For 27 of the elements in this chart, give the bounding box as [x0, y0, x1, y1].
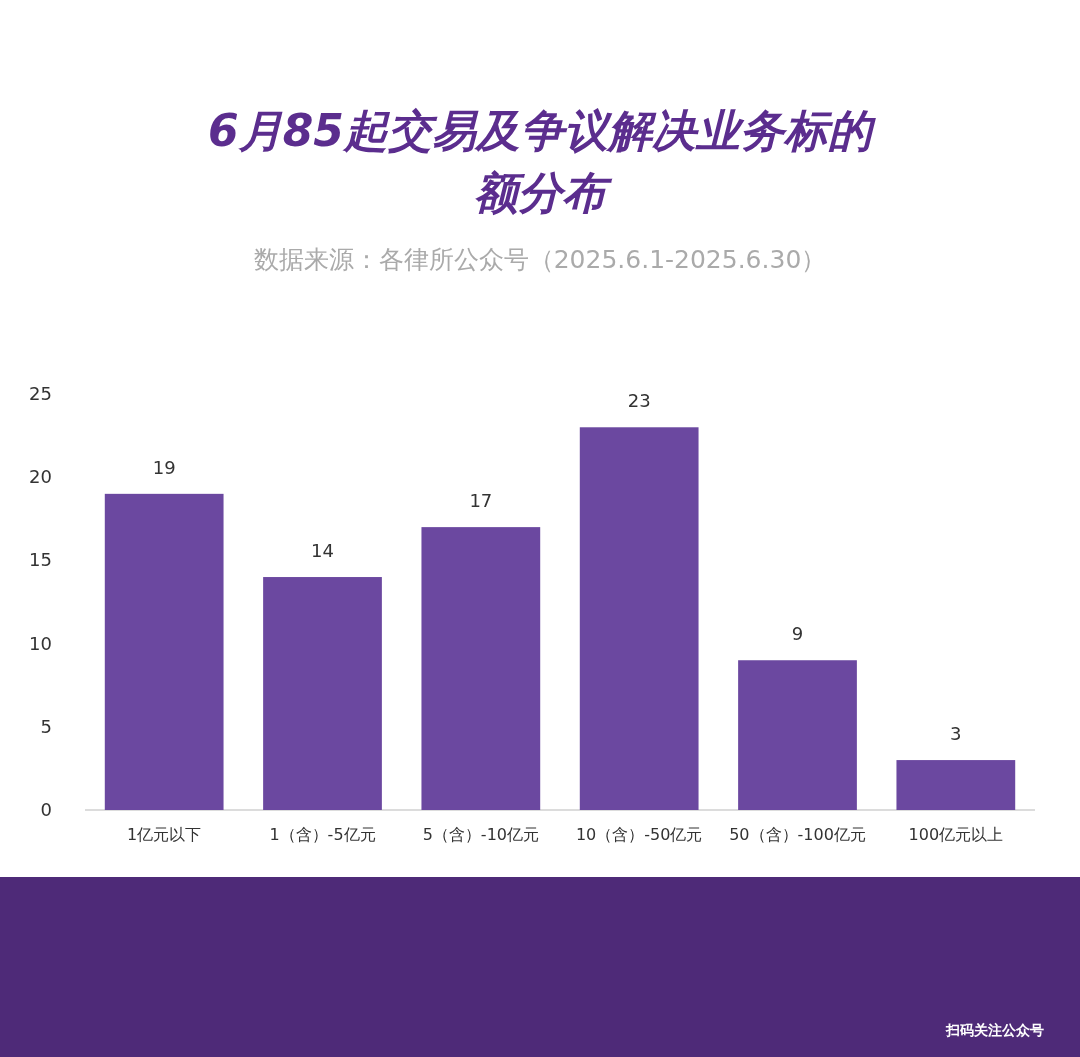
chart-title: 6月85起交易及争议解决业务标的额分布 — [207, 104, 877, 220]
data-label: 3 — [950, 723, 962, 745]
y-tick-label: 15 — [29, 549, 52, 571]
x-tick-label: 1（含）-5亿元 — [269, 825, 376, 844]
data-label: 9 — [791, 623, 804, 645]
bar — [738, 660, 857, 810]
x-tick-label: 5（含）-10亿元 — [422, 825, 539, 844]
y-tick-label: 5 — [40, 715, 52, 737]
data-label: 14 — [311, 540, 334, 562]
bar — [896, 760, 1016, 810]
data-label: 19 — [152, 456, 176, 478]
chart-subtitle: 数据来源：各律所公众号（2025.6.1-2025.6.30） — [252, 244, 828, 276]
data-label: 23 — [627, 390, 651, 412]
x-tick-label: 1亿元以下 — [127, 825, 202, 844]
y-tick-label: 0 — [40, 799, 52, 820]
y-tick-label: 20 — [29, 466, 52, 488]
x-tick-label: 100亿元以上 — [908, 825, 1004, 844]
text: 扫码关注公众号 — [944, 1022, 1045, 1040]
x-tick-label: 10（含）-50亿元 — [575, 825, 703, 844]
bar — [579, 427, 699, 810]
y-tick-label: 25 — [29, 383, 52, 404]
bar — [421, 527, 541, 810]
bar — [263, 577, 382, 810]
x-tick-label: 50（含）-100亿元 — [729, 825, 866, 844]
data-label: 17 — [469, 490, 493, 512]
bar — [104, 493, 224, 810]
y-tick-label: 10 — [29, 632, 52, 654]
